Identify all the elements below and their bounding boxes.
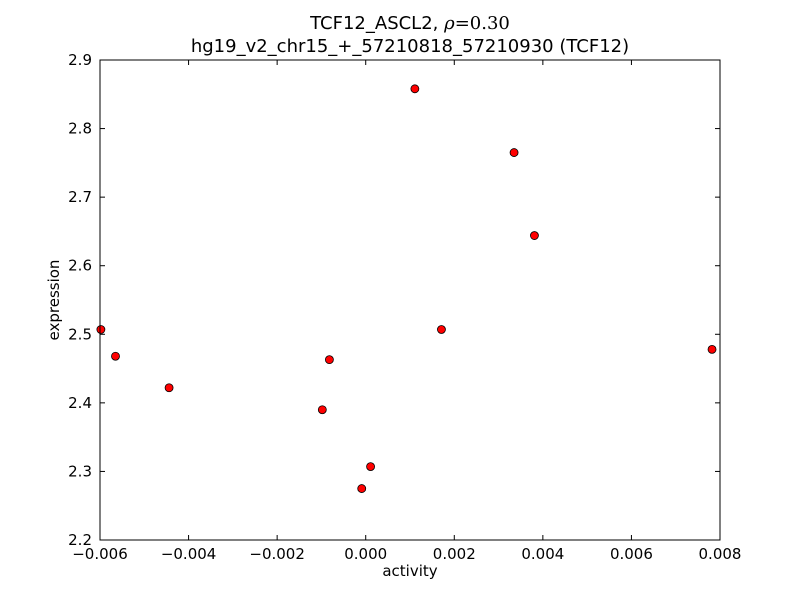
x-tick-label: −0.006 bbox=[72, 545, 128, 563]
x-tick-label: −0.004 bbox=[161, 545, 217, 563]
data-point-8 bbox=[410, 84, 420, 94]
y-tick-label: 2.3 bbox=[68, 462, 92, 480]
y-tick-label: 2.2 bbox=[68, 531, 92, 549]
chart-title-line2: hg19_v2_chr15_+_57210818_57210930 (TCF12… bbox=[191, 36, 629, 57]
y-axis-label: expression bbox=[45, 260, 63, 341]
plot-frame bbox=[99, 59, 721, 541]
data-point-2 bbox=[111, 351, 120, 361]
x-tick-label: 0.008 bbox=[699, 545, 742, 563]
chart-title-prefix: TCF12_ASCL2, bbox=[309, 13, 444, 34]
axis-ticks: −0.006 −0.004 −0.002 0.000 0.002 0.004 0.006 0.… bbox=[68, 51, 741, 563]
data-point-3 bbox=[164, 383, 174, 393]
y-tick-label: 2.7 bbox=[68, 188, 92, 206]
data-point-7 bbox=[366, 462, 375, 472]
y-tick-label: 2.6 bbox=[68, 257, 92, 275]
x-axis-label: activity bbox=[382, 562, 437, 580]
chart-title-rho-value: =0.30 bbox=[455, 13, 510, 34]
data-point-12 bbox=[707, 344, 717, 354]
data-point-10 bbox=[509, 148, 519, 157]
x-tick-label: 0.002 bbox=[433, 545, 476, 563]
chart-title-line1: TCF12_ASCL2, ρ=0.30 bbox=[309, 13, 510, 34]
x-tick-label: −0.002 bbox=[249, 545, 305, 563]
x-tick-label: 0.000 bbox=[344, 545, 387, 563]
data-point-4 bbox=[317, 405, 327, 415]
y-tick-label: 2.9 bbox=[68, 51, 92, 69]
data-point-6 bbox=[357, 484, 367, 493]
x-tick-label: 0.006 bbox=[610, 545, 653, 563]
y-tick-label: 2.4 bbox=[68, 394, 92, 412]
data-point-5 bbox=[324, 355, 334, 365]
y-tick-label: 2.8 bbox=[68, 120, 92, 138]
x-tick-label: 0.004 bbox=[521, 545, 564, 563]
data-point-1 bbox=[96, 325, 106, 334]
data-points bbox=[96, 84, 717, 493]
chart-title-rho-symbol: ρ bbox=[443, 13, 455, 34]
data-point-11 bbox=[530, 231, 539, 240]
y-tick-label: 2.5 bbox=[68, 325, 92, 343]
data-point-9 bbox=[437, 325, 446, 334]
